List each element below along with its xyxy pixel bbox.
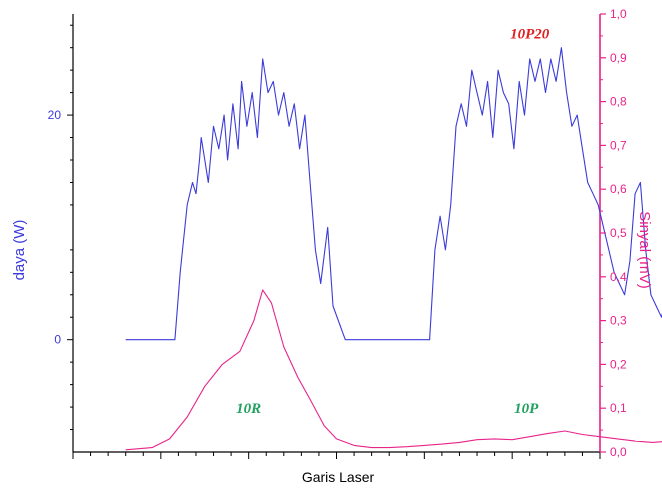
right-tick-label: 0,7: [610, 138, 627, 152]
plot-frame: [72, 14, 601, 453]
right-tick-label: 1,0: [610, 7, 627, 21]
right-tick-label: 0,8: [610, 95, 627, 109]
right-tick-label: 0,4: [610, 270, 627, 284]
right-tick-label: 0,0: [610, 445, 627, 459]
ticks-layer: 0 20 0,0 0,1 0,2 0,3 0,4 0,5 0,6 0,7 0,8 0,9 1,0: [48, 7, 627, 459]
right-tick-label: 0,2: [610, 357, 627, 371]
right-tick-label: 0,3: [610, 314, 627, 328]
left-tick-label: 20: [48, 108, 62, 122]
left-axis-label: daya (W): [11, 220, 28, 281]
right-tick-label: 0,6: [610, 182, 627, 196]
signal-series-line: [125, 289, 662, 451]
series-layer: [125, 47, 662, 451]
annotation-label: 10P: [514, 401, 539, 417]
annotation-label: 10P20: [510, 27, 550, 43]
right-tick-label: 0,5: [610, 226, 627, 240]
power-series-line: [125, 47, 662, 341]
right-axis-label: Sinyal (mV): [636, 211, 653, 289]
annotation-layer: 10P20 10R 10P: [236, 27, 550, 417]
right-tick-label: 0,9: [610, 51, 627, 65]
right-tick-label: 0,1: [610, 401, 627, 415]
left-tick-label: 0: [54, 333, 61, 347]
annotation-label: 10R: [236, 401, 261, 417]
x-axis-label: Garis Laser: [302, 469, 375, 485]
